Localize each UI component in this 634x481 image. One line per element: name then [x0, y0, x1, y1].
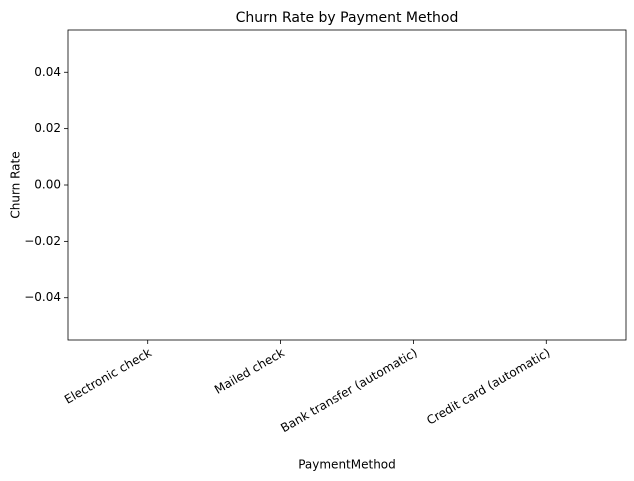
y-tick-label: 0.04 — [34, 65, 61, 79]
x-axis-label: PaymentMethod — [298, 458, 396, 472]
y-tick-label: −0.04 — [24, 290, 61, 304]
x-tick-label: Bank transfer (automatic) — [278, 346, 419, 436]
axes-frame — [67, 29, 627, 341]
y-axis-label: Churn Rate — [9, 151, 23, 218]
y-tick-label: −0.02 — [24, 234, 61, 248]
y-tick-label: 0.00 — [34, 178, 61, 192]
x-tick-label: Mailed check — [212, 345, 287, 396]
y-tick-label: 0.02 — [34, 121, 61, 135]
x-tick-label: Electronic check — [62, 345, 154, 406]
x-tick-label: Credit card (automatic) — [424, 346, 552, 428]
chart-title: Churn Rate by Payment Method — [236, 10, 459, 26]
